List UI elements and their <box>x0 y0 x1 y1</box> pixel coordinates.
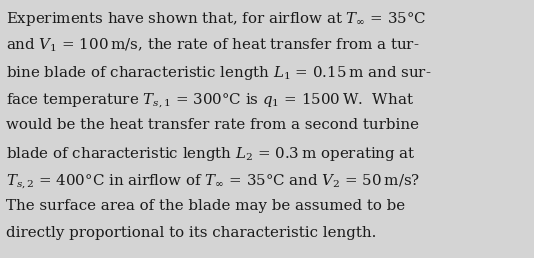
Text: face temperature $T_{s,1}$ = 300°C is $q_1$ = 1500 W.  What: face temperature $T_{s,1}$ = 300°C is $q… <box>6 91 414 110</box>
Text: bine blade of characteristic length $L_1$ = 0.15 m and sur-: bine blade of characteristic length $L_1… <box>6 64 431 82</box>
Text: Experiments have shown that, for airflow at $T_\infty$ = 35°C: Experiments have shown that, for airflow… <box>6 10 426 28</box>
Text: directly proportional to its characteristic length.: directly proportional to its characteris… <box>6 226 376 240</box>
Text: and $V_1$ = 100 m/s, the rate of heat transfer from a tur-: and $V_1$ = 100 m/s, the rate of heat tr… <box>6 37 419 54</box>
Text: would be the heat transfer rate from a second turbine: would be the heat transfer rate from a s… <box>6 118 419 132</box>
Text: blade of characteristic length $L_2$ = 0.3 m operating at: blade of characteristic length $L_2$ = 0… <box>6 145 415 163</box>
Text: $T_{s,2}$ = 400°C in airflow of $T_\infty$ = 35°C and $V_2$ = 50 m/s?: $T_{s,2}$ = 400°C in airflow of $T_\inft… <box>6 172 420 191</box>
Text: The surface area of the blade may be assumed to be: The surface area of the blade may be ass… <box>6 199 405 213</box>
